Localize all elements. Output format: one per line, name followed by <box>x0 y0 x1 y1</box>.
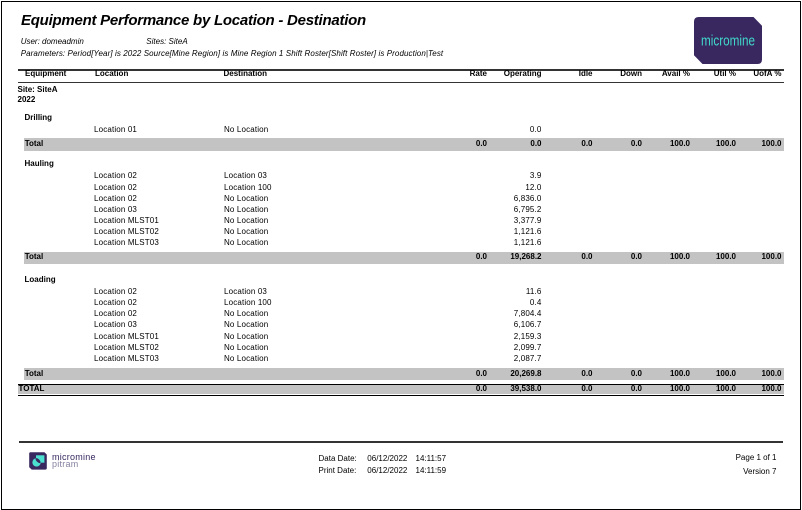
svg-text:micromine: micromine <box>701 32 755 49</box>
